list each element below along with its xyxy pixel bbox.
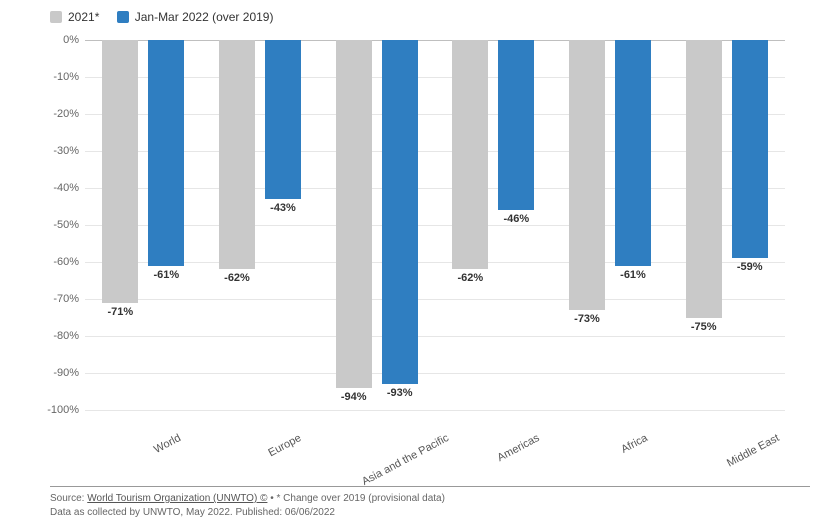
legend-item-0: 2021* (50, 10, 99, 24)
y-tick-label: -90% (39, 367, 79, 379)
bar (382, 40, 418, 384)
gridline (85, 188, 785, 189)
footer-line-2: Data as collected by UNWTO, May 2022. Pu… (50, 506, 445, 520)
y-tick-label: -60% (39, 256, 79, 268)
y-tick-label: -30% (39, 145, 79, 157)
bar-value-label: -61% (620, 269, 646, 281)
footer-note1: * Change over 2019 (provisional data) (277, 493, 445, 504)
bar (498, 40, 534, 210)
y-tick-label: -10% (39, 71, 79, 83)
legend-swatch-0 (50, 11, 62, 23)
gridline (85, 262, 785, 263)
gridline (85, 336, 785, 337)
bar-value-label: -93% (387, 387, 413, 399)
footer-sep: • (267, 493, 276, 504)
bar-value-label: -94% (341, 391, 367, 403)
y-tick-label: -50% (39, 219, 79, 231)
footer: Source: World Tourism Organization (UNWT… (50, 492, 445, 520)
footer-source-prefix: Source: (50, 493, 87, 504)
bar (219, 40, 255, 269)
bar-value-label: -59% (737, 261, 763, 273)
legend-swatch-1 (117, 11, 129, 23)
bar (452, 40, 488, 269)
bar (148, 40, 184, 266)
bar-value-label: -62% (457, 272, 483, 284)
gridline (85, 410, 785, 411)
gridline (85, 40, 785, 41)
y-tick-label: -80% (39, 330, 79, 342)
gridline (85, 151, 785, 152)
x-category-label: Middle East (725, 432, 781, 470)
bar (569, 40, 605, 310)
bar-value-label: -75% (691, 321, 717, 333)
bar (686, 40, 722, 318)
gridline (85, 299, 785, 300)
legend-item-1: Jan-Mar 2022 (over 2019) (117, 10, 274, 24)
gridline (85, 114, 785, 115)
gridline (85, 373, 785, 374)
footer-source-link: World Tourism Organization (UNWTO) © (87, 493, 267, 504)
gridline (85, 77, 785, 78)
bar-value-label: -43% (270, 202, 296, 214)
chart-plot-area: 0%-10%-20%-30%-40%-50%-60%-70%-80%-90%-1… (85, 40, 785, 410)
y-tick-label: -40% (39, 182, 79, 194)
y-tick-label: 0% (39, 34, 79, 46)
x-category-label: World (152, 432, 183, 456)
x-category-label: Asia and the Pacific (360, 432, 451, 488)
bar (102, 40, 138, 303)
bar-value-label: -73% (574, 313, 600, 325)
x-category-label: Americas (496, 432, 542, 464)
bar-value-label: -62% (224, 272, 250, 284)
y-tick-label: -70% (39, 293, 79, 305)
bar (265, 40, 301, 199)
bar (615, 40, 651, 266)
legend-label-1: Jan-Mar 2022 (over 2019) (135, 10, 274, 24)
legend-label-0: 2021* (68, 10, 99, 24)
gridline (85, 225, 785, 226)
bar-value-label: -61% (153, 269, 179, 281)
bar (732, 40, 768, 258)
y-tick-label: -100% (39, 404, 79, 416)
footer-rule (50, 486, 810, 487)
y-tick-label: -20% (39, 108, 79, 120)
footer-line-1: Source: World Tourism Organization (UNWT… (50, 492, 445, 506)
x-category-label: Europe (266, 432, 303, 459)
bar-value-label: -71% (107, 306, 133, 318)
bar (336, 40, 372, 388)
legend: 2021* Jan-Mar 2022 (over 2019) (50, 10, 287, 26)
bar-value-label: -46% (503, 213, 529, 225)
x-category-label: Africa (619, 432, 649, 456)
